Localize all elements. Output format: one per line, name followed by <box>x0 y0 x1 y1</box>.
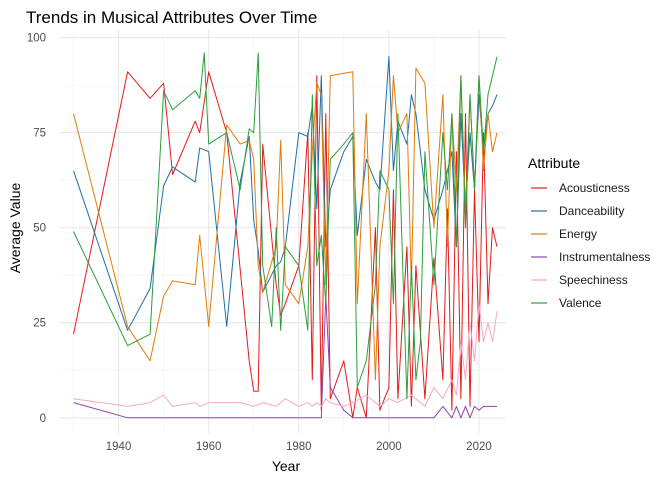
legend-items: Acousticness Danceability Energy Instrument… <box>531 181 650 310</box>
y-tick-label: 25 <box>33 318 46 330</box>
legend-label: Danceability <box>559 204 624 218</box>
legend-item-danceability: Danceability <box>531 204 624 218</box>
x-axis-label: Year <box>272 458 301 474</box>
series-lines <box>73 52 498 419</box>
legend-label: Acousticness <box>559 181 630 195</box>
x-tick-label: 1980 <box>286 441 312 453</box>
legend-item-acousticness: Acousticness <box>531 181 630 195</box>
legend-label: Speechiness <box>559 273 628 287</box>
legend-label: Energy <box>559 227 597 241</box>
legend: Attribute Acousticness Danceability Energy… <box>528 155 650 310</box>
x-tick-label: 1960 <box>196 441 222 453</box>
legend-label: Valence <box>559 296 602 310</box>
x-tick-label: 2020 <box>466 441 492 453</box>
y-tick-label: 75 <box>33 128 46 140</box>
series-line-speechiness <box>73 303 498 407</box>
series-line-acousticness <box>73 71 498 419</box>
y-tick-label: 100 <box>27 33 46 45</box>
series-line-energy <box>73 67 498 381</box>
x-tick-label: 2000 <box>376 441 402 453</box>
legend-title: Attribute <box>528 155 580 171</box>
series-line-valence <box>73 52 498 400</box>
series-line-instrumentalness <box>73 295 497 419</box>
legend-label: Instrumentalness <box>559 250 650 264</box>
x-tick-label: 1940 <box>106 441 132 453</box>
y-tick-label: 0 <box>40 413 46 425</box>
legend-item-valence: Valence <box>531 296 602 310</box>
legend-item-speechiness: Speechiness <box>531 273 628 287</box>
y-axis-label: Average Value <box>7 183 23 274</box>
legend-item-energy: Energy <box>531 227 597 241</box>
legend-item-instrumentalness: Instrumentalness <box>531 250 650 264</box>
axes: 0 25 50 75 100 1940 1960 1980 2000 2020 <box>27 33 492 453</box>
chart-title: Trends in Musical Attributes Over Time <box>26 8 317 27</box>
grid <box>60 30 506 433</box>
y-tick-label: 50 <box>33 223 46 235</box>
series-line-danceability <box>73 56 498 331</box>
